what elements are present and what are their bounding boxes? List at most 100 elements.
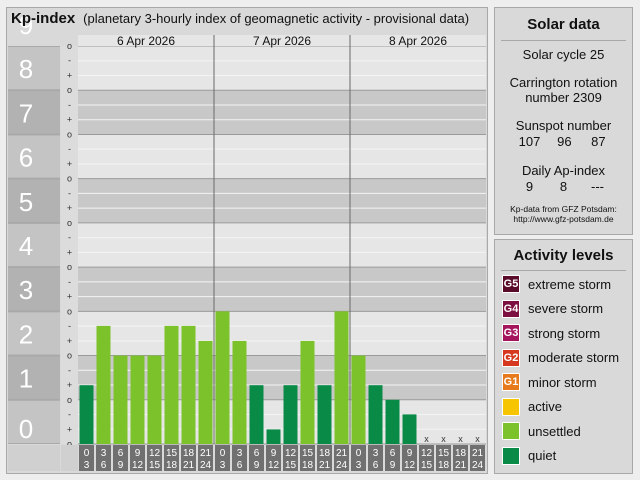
minor-tick-label: o xyxy=(67,218,72,228)
y-tick-label: 8 xyxy=(19,54,33,84)
hour-end-label: 18 xyxy=(166,460,178,471)
hour-box xyxy=(470,445,485,471)
ap-index-value: 9 xyxy=(525,179,534,194)
level-swatch: G1 xyxy=(502,373,520,391)
kp-bar xyxy=(164,325,179,444)
grid-band xyxy=(78,222,486,268)
grid-band xyxy=(78,178,486,223)
grid-band xyxy=(78,134,486,179)
hour-start-label: 0 xyxy=(84,448,90,459)
hour-box xyxy=(317,445,332,471)
sunspot-value: 87 xyxy=(591,134,606,149)
kp-bar xyxy=(130,355,145,444)
sunspot-label: Sunspot number xyxy=(515,118,612,133)
minor-tick-label: - xyxy=(68,188,71,198)
hour-box xyxy=(283,445,298,471)
minor-tick-label: - xyxy=(68,100,71,110)
y-tick-cell xyxy=(8,223,60,267)
ap-index-value: --- xyxy=(591,179,604,194)
sunspot-values: 107 96 87 xyxy=(495,134,632,150)
activity-level-quiet: quiet xyxy=(502,446,556,466)
grid-band xyxy=(78,399,486,444)
hour-box xyxy=(368,445,383,471)
minor-tick-label: - xyxy=(68,321,71,331)
hour-start-label: 9 xyxy=(271,448,277,459)
kp-bar xyxy=(266,429,281,444)
level-swatch xyxy=(502,397,520,416)
level-label: extreme storm xyxy=(528,276,612,292)
activity-level-extreme-storm: G5 extreme storm xyxy=(502,274,611,294)
level-label: moderate storm xyxy=(528,350,620,365)
axis-corner xyxy=(61,445,78,471)
y-tick-cell xyxy=(8,47,60,90)
kp-bar xyxy=(283,385,298,444)
kp-bar xyxy=(198,340,213,444)
hour-end-label: 24 xyxy=(472,460,484,471)
level-label: quiet xyxy=(528,448,557,463)
solar-cycle: Solar cycle 25 xyxy=(522,47,605,62)
minor-tick-label: o xyxy=(67,174,72,184)
grid-band xyxy=(78,267,486,312)
kp-bar xyxy=(351,355,366,444)
y-tick-label: 9 xyxy=(19,10,33,40)
level-label: minor storm xyxy=(528,374,597,390)
hour-start-label: 12 xyxy=(421,448,433,459)
minor-tick-label: o xyxy=(67,85,72,95)
hour-start-label: 18 xyxy=(183,448,195,459)
minor-tick-label: + xyxy=(67,70,72,80)
hour-start-label: 21 xyxy=(200,448,212,459)
kp-bar xyxy=(96,325,111,444)
kp-bar xyxy=(402,414,417,444)
hour-box xyxy=(79,445,94,471)
hour-start-label: 3 xyxy=(237,448,243,459)
hour-end-label: 9 xyxy=(118,460,124,471)
ap-index-label: Daily Ap-index xyxy=(521,163,606,178)
minor-tick-band xyxy=(61,46,78,444)
hour-box xyxy=(453,445,468,471)
hour-box xyxy=(300,445,315,471)
y-tick-label: 7 xyxy=(19,98,33,128)
chart-title-bar: Kp-index (planetary 3-hourly index of ge… xyxy=(11,10,487,34)
missing-value-marker: x xyxy=(424,434,429,444)
minor-tick-label: - xyxy=(68,56,71,66)
kp-bar xyxy=(147,355,162,444)
hour-start-label: 18 xyxy=(455,448,467,459)
y-tick-label: 6 xyxy=(19,143,33,173)
hour-end-label: 21 xyxy=(183,460,195,471)
hour-end-label: 15 xyxy=(421,460,433,471)
hour-end-label: 18 xyxy=(302,460,314,471)
grid-band xyxy=(78,355,486,400)
hour-box xyxy=(351,445,366,471)
y-tick-cell xyxy=(8,400,60,443)
data-source-line-1: Kp-data from GFZ Potsdam: xyxy=(510,204,617,214)
kp-bar xyxy=(334,311,349,444)
levels-divider xyxy=(501,270,626,271)
hour-start-label: 9 xyxy=(135,448,141,459)
data-source-line-2: http://www.gfz-potsdam.de xyxy=(513,214,614,224)
y-tick-cell xyxy=(8,135,60,178)
kp-bar xyxy=(181,325,196,444)
y-tick-cell xyxy=(8,312,60,355)
activity-levels-panel: Activity levels G5 extreme storm G4 severe … xyxy=(494,239,633,474)
hour-start-label: 3 xyxy=(101,448,107,459)
y-tick-label: 3 xyxy=(19,275,33,305)
chart-title: Kp-index xyxy=(11,10,76,27)
activity-level-severe-storm: G4 severe storm xyxy=(502,299,603,319)
hour-end-label: 12 xyxy=(132,460,144,471)
hour-start-label: 15 xyxy=(166,448,178,459)
y-tick-label: 1 xyxy=(19,364,33,394)
minor-tick-label: + xyxy=(67,424,72,434)
hour-box xyxy=(181,445,196,471)
missing-value-marker: x xyxy=(475,434,480,444)
sunspot-value: 96 xyxy=(557,134,572,149)
hour-box xyxy=(215,445,230,471)
hour-start-label: 6 xyxy=(254,448,260,459)
sunspot-value: 107 xyxy=(518,134,541,149)
hour-box xyxy=(436,445,451,471)
hour-end-label: 24 xyxy=(200,460,212,471)
hour-box xyxy=(198,445,213,471)
minor-tick-label: + xyxy=(67,292,72,302)
hour-end-label: 12 xyxy=(268,460,280,471)
minor-tick-label: o xyxy=(67,395,72,405)
minor-tick-label: + xyxy=(67,203,72,213)
